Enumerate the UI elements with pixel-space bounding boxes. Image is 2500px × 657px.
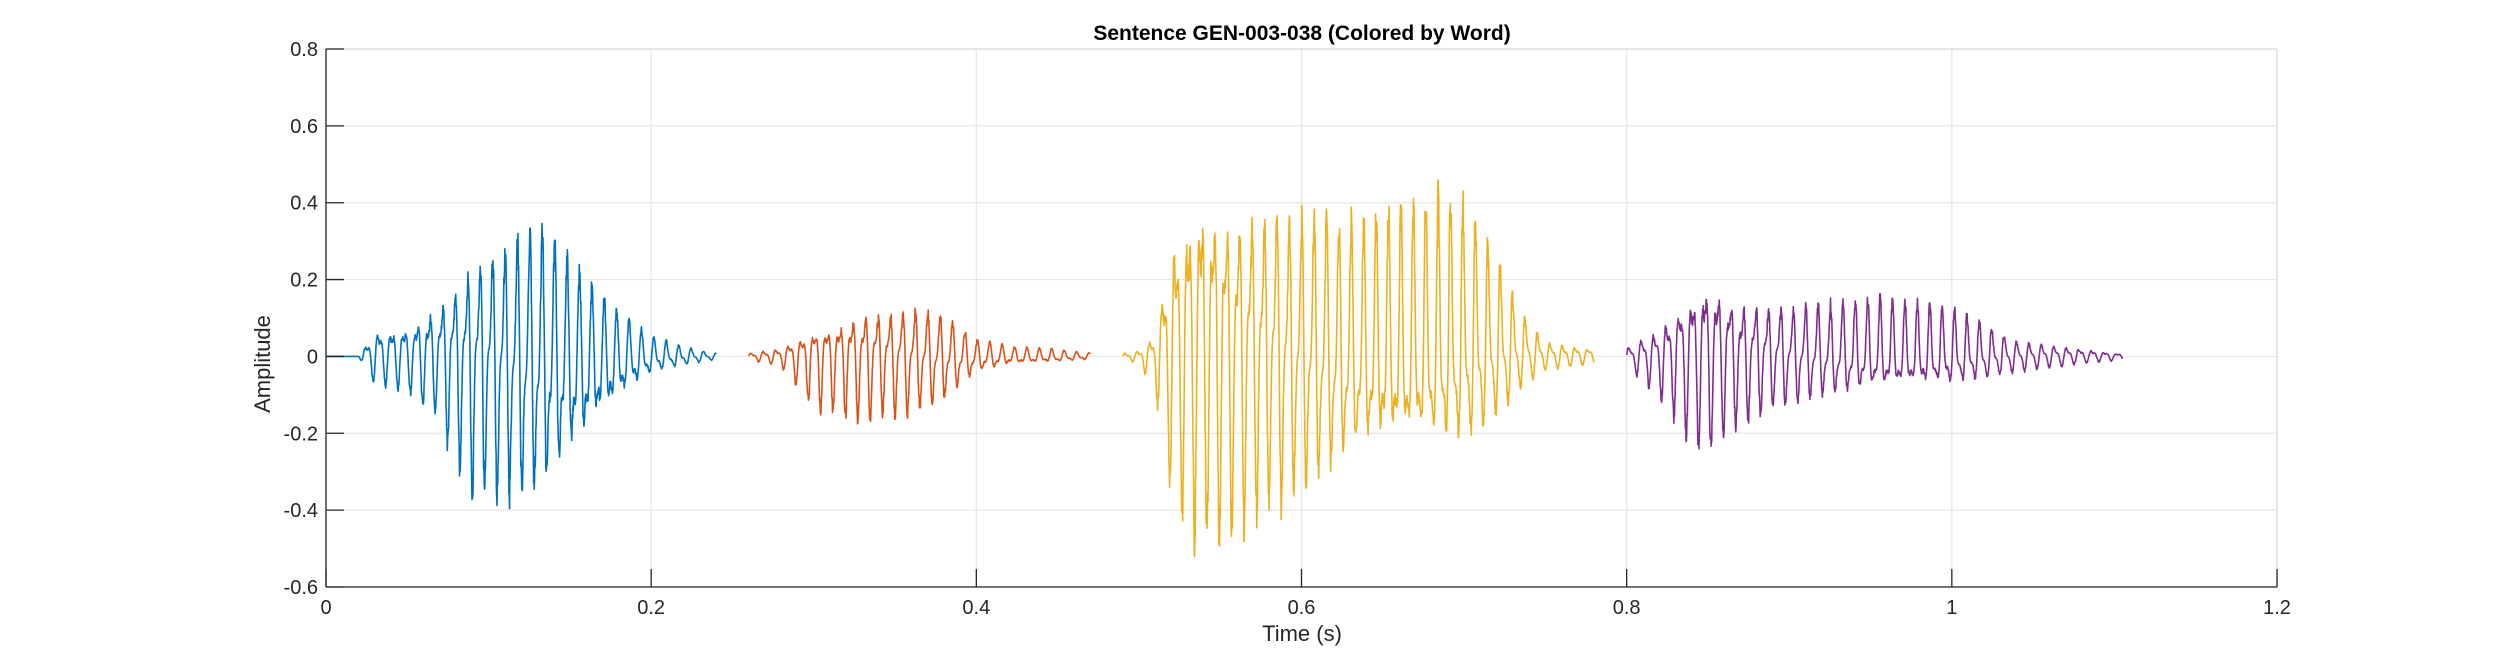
y-tick-label: 0 (307, 346, 318, 368)
x-tick-label: 0.2 (637, 597, 665, 619)
series-line-2 (747, 307, 1091, 425)
x-tick-label: 0.8 (1613, 597, 1641, 619)
tick-labels: 0 0.2 0.4 0.6 0.8 1 1.2 -0.6 -0.4 -0.2 0 0.2 0.4 0.6 0… (284, 39, 2291, 619)
x-axis-label: Time (s) (1262, 621, 1342, 646)
x-tick-label: 0 (320, 597, 331, 619)
x-tick-label: 1.2 (2263, 597, 2291, 619)
y-tick-label: -0.4 (284, 500, 318, 522)
y-tick-label: 0.4 (290, 193, 318, 215)
grid (325, 48, 2278, 588)
x-tick-label: 0.6 (1288, 597, 1316, 619)
x-tick-label: 1 (1946, 597, 1957, 619)
y-tick-label: 0.2 (290, 270, 318, 292)
y-tick-label: -0.6 (284, 577, 318, 599)
y-tick-label: 0.8 (290, 39, 318, 61)
chart-title: Sentence GEN-003-038 (Colored by Word) (1093, 22, 1510, 45)
series-line-4 (1625, 292, 2124, 450)
y-tick-label: 0.6 (290, 116, 318, 138)
series-line-3 (1121, 179, 1595, 558)
y-axis-label: Amplitude (250, 315, 275, 413)
series-group (325, 179, 2124, 558)
x-tick-label: 0.4 (962, 597, 990, 619)
axes (325, 48, 2278, 588)
series-line-1 (325, 222, 717, 510)
y-tick-label: -0.2 (284, 423, 318, 445)
